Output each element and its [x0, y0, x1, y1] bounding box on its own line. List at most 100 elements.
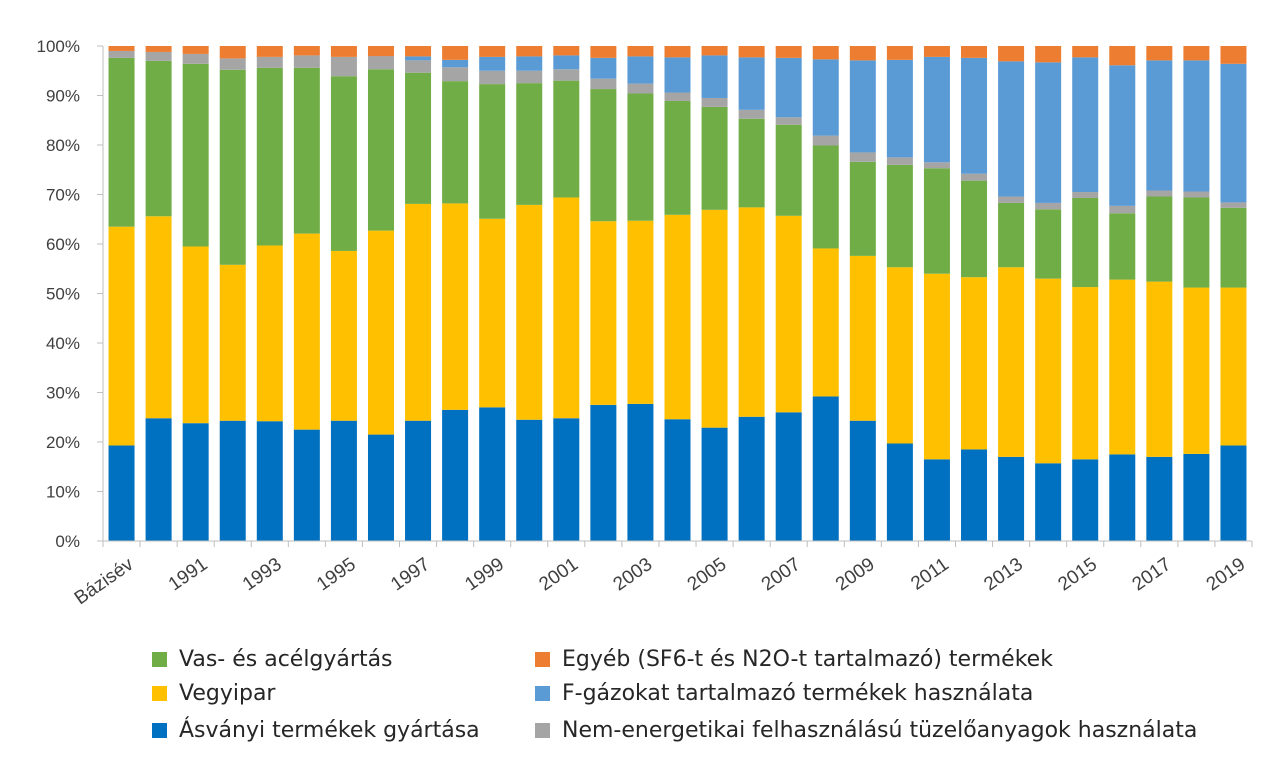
y-tick-label: 80% — [46, 136, 80, 155]
bar-segment-1 — [256, 245, 283, 422]
bar-segment-4 — [1109, 65, 1136, 206]
bar-segment-5 — [1220, 46, 1247, 64]
bar-segment-2 — [738, 118, 765, 208]
bar-stack-2006 — [738, 46, 765, 541]
bar-segment-5 — [812, 46, 839, 60]
bar-segment-4 — [849, 60, 876, 153]
legend-label-mineral: Ásványi termékek gyártása — [179, 718, 480, 743]
bar-segment-0 — [812, 396, 839, 541]
bar-segment-3 — [849, 152, 876, 162]
bar-segment-0 — [219, 420, 246, 541]
bar-stack-1995 — [330, 46, 357, 541]
bar-segment-2 — [1035, 209, 1062, 279]
bar-segment-2 — [849, 161, 876, 256]
bar-segment-0 — [738, 416, 765, 541]
bar-segment-3 — [442, 67, 469, 82]
bar-segment-0 — [1035, 463, 1062, 541]
bar-segment-2 — [1220, 207, 1247, 288]
bar-segment-3 — [998, 196, 1025, 203]
bar-segment-5 — [849, 46, 876, 61]
bar-segment-3 — [1035, 202, 1062, 210]
bar-segment-1 — [664, 214, 691, 420]
y-tick-label: 0% — [55, 532, 80, 551]
bar-segment-0 — [923, 459, 950, 541]
bar-segment-2 — [961, 180, 988, 278]
bar-segment-3 — [1072, 192, 1099, 198]
x-tick-label: 1999 — [461, 554, 508, 595]
bar-segment-3 — [590, 78, 617, 90]
bar-segment-1 — [961, 277, 988, 450]
x-tick-label: 2001 — [535, 554, 582, 595]
bar-segment-5 — [590, 46, 617, 58]
bar-segment-5 — [1146, 46, 1173, 61]
bar-segment-0 — [1146, 456, 1173, 541]
bar-stack-2012 — [961, 46, 988, 541]
bar-stack-1998 — [442, 46, 469, 541]
bar-segment-4 — [1146, 60, 1173, 191]
bar-segment-3 — [219, 58, 246, 70]
bar-segment-5 — [775, 46, 802, 58]
bar-segment-2 — [145, 60, 172, 217]
bar-segment-3 — [293, 55, 320, 68]
bar-stack-1990 — [145, 46, 172, 541]
legend-label-steel: Vas- és acélgyártás — [179, 647, 393, 672]
bar-segment-3 — [701, 97, 728, 107]
bar-stack-2009 — [849, 46, 876, 541]
bar-segment-5 — [293, 46, 320, 56]
bar-stack-1993 — [256, 46, 283, 541]
bar-segment-3 — [923, 162, 950, 169]
bar-segment-3 — [1109, 205, 1136, 214]
legend-label-chemical: Vegyipar — [179, 681, 276, 706]
bar-stack-1996 — [367, 46, 394, 541]
legend-item-chemical: Vegyipar — [152, 681, 275, 706]
bar-stack-2001 — [553, 46, 580, 541]
bar-segment-2 — [256, 67, 283, 246]
legend-label-other: Egyéb (SF6-t és N2O-t tartalmazó) termék… — [562, 647, 1053, 672]
bar-segment-2 — [590, 89, 617, 222]
bar-stack-1991 — [182, 46, 209, 541]
bar-segment-3 — [886, 157, 913, 165]
bar-segment-3 — [627, 83, 654, 94]
bar-segment-5 — [479, 46, 506, 57]
bar-segment-0 — [182, 423, 209, 541]
x-tick-label: 1995 — [313, 554, 360, 595]
bar-segment-1 — [219, 264, 246, 421]
bar-segment-2 — [1109, 213, 1136, 280]
bar-segment-2 — [516, 83, 543, 205]
bar-segment-4 — [886, 59, 913, 158]
bar-segment-0 — [256, 421, 283, 541]
x-axis: Bázisév 1991 1993 1995 1997 1999 2001 2003 2005 2… — [71, 540, 1253, 610]
bar-segment-1 — [1183, 287, 1210, 454]
bar-stack-1999 — [479, 46, 506, 541]
bar-segment-1 — [145, 216, 172, 419]
bar-segment-3 — [516, 70, 543, 84]
bar-segment-3 — [664, 92, 691, 101]
x-tick-label: 1997 — [387, 554, 434, 595]
x-tick-label: 1993 — [239, 554, 286, 595]
bar-segment-4 — [775, 57, 802, 118]
bar-stack-1997 — [405, 46, 432, 541]
bar-segment-3 — [256, 56, 283, 68]
bar-stack-2008 — [812, 46, 839, 541]
bar-segment-1 — [701, 209, 728, 428]
bar-segment-0 — [516, 419, 543, 541]
bar-segment-2 — [553, 80, 580, 198]
bar-segment-0 — [479, 407, 506, 541]
x-tick-label: Bázisév — [71, 554, 138, 610]
bar-segment-4 — [998, 61, 1025, 197]
bar-segment-1 — [516, 204, 543, 420]
bar-segment-0 — [1183, 453, 1210, 541]
bar-segment-0 — [886, 443, 913, 541]
bar-segment-5 — [701, 46, 728, 56]
bar-segment-2 — [479, 84, 506, 219]
bar-segment-2 — [108, 57, 135, 227]
bar-segment-2 — [182, 63, 209, 247]
bar-segment-3 — [1220, 202, 1247, 208]
bar-stack-2002 — [590, 46, 617, 541]
legend-item-mineral: Ásványi termékek gyártása — [152, 718, 480, 743]
y-tick-label: 50% — [46, 285, 80, 304]
bar-segment-2 — [405, 72, 432, 204]
bar-segment-1 — [442, 203, 469, 410]
bar-segment-4 — [553, 55, 580, 70]
x-tick-label: 2013 — [980, 554, 1027, 595]
